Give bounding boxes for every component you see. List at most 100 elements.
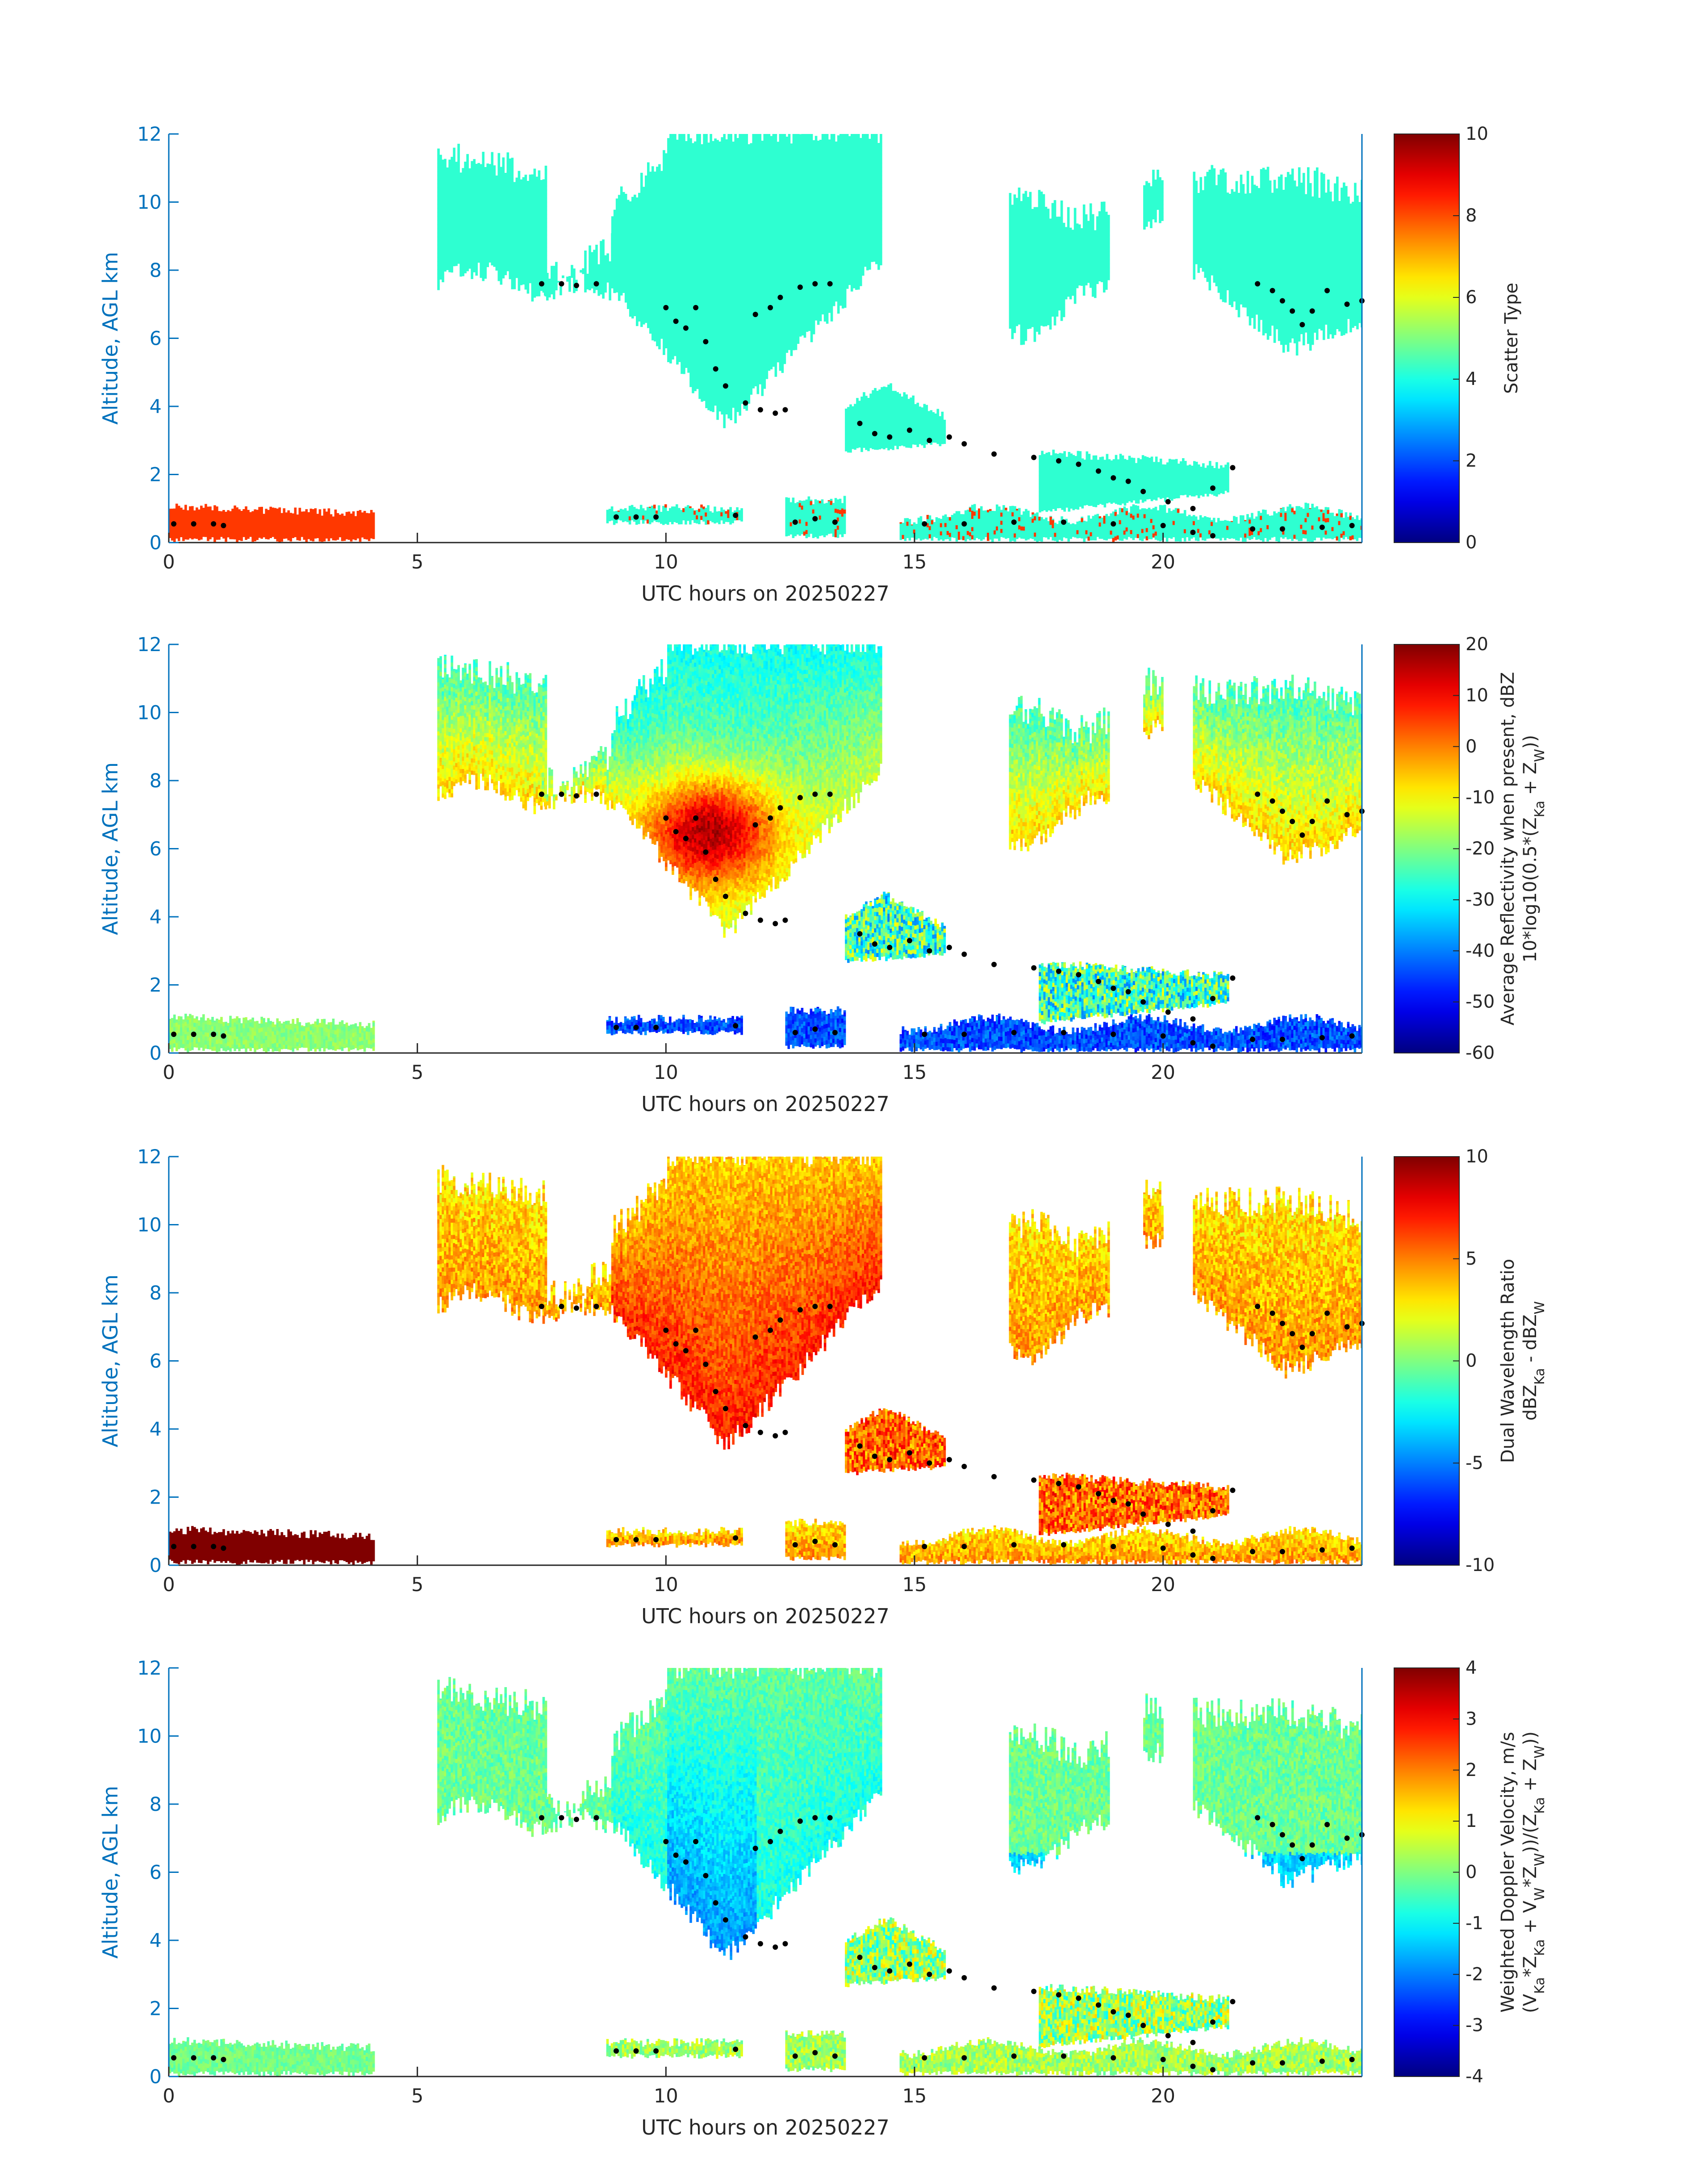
- boundary-point: [991, 1985, 997, 1991]
- y-tick-label: 6: [150, 838, 162, 861]
- boundary-point: [594, 1304, 599, 1309]
- boundary-point: [1096, 1491, 1101, 1496]
- boundary-point: [1280, 2060, 1285, 2066]
- boundary-point: [1349, 1033, 1355, 1039]
- boundary-point: [1111, 2055, 1116, 2060]
- boundary-point: [1280, 809, 1285, 814]
- boundary-point: [171, 521, 176, 526]
- boundary-point: [1031, 1989, 1036, 1994]
- boundary-point: [961, 1975, 967, 1981]
- boundary-point: [1011, 1030, 1017, 1035]
- y-tick-label: 6: [150, 328, 162, 350]
- boundary-point: [1165, 499, 1171, 505]
- boundary-point: [857, 931, 863, 936]
- colorbar-tick-label: -1: [1466, 1913, 1483, 1934]
- boundary-point: [211, 1032, 216, 1037]
- x-tick-label: 0: [163, 2085, 175, 2107]
- boundary-point: [927, 1972, 932, 1977]
- boundary-point: [812, 1304, 818, 1309]
- colorbar-gradient: [1394, 1157, 1459, 1565]
- boundary-point: [927, 438, 932, 443]
- boundary-point: [703, 1362, 708, 1367]
- boundary-point: [1076, 462, 1081, 467]
- boundary-point: [713, 1389, 718, 1394]
- boundary-point: [1345, 1324, 1350, 1329]
- boundary-point: [773, 921, 778, 926]
- heatmap-field: [169, 134, 1363, 542]
- boundary-point: [907, 938, 912, 943]
- x-tick-label: 20: [1151, 1574, 1175, 1596]
- boundary-point: [1096, 468, 1101, 474]
- x-tick-label: 0: [163, 551, 175, 573]
- colorbar-tick-label: -10: [1466, 787, 1495, 808]
- boundary-point: [221, 1546, 226, 1551]
- boundary-point: [221, 523, 226, 528]
- colorbar-label-line: Scatter Type: [1501, 283, 1522, 394]
- boundary-point: [673, 1341, 679, 1346]
- colorbar-tick-label: 0: [1466, 532, 1477, 553]
- boundary-point: [191, 1032, 196, 1037]
- boundary-point: [922, 1544, 927, 1549]
- boundary-point: [947, 435, 952, 440]
- boundary-point: [713, 1900, 718, 1905]
- boundary-point: [559, 281, 564, 287]
- boundary-point: [1165, 1010, 1171, 1015]
- boundary-point: [723, 1406, 728, 1411]
- boundary-point: [991, 962, 997, 967]
- colorbar-tick-label: 0: [1466, 1862, 1477, 1883]
- boundary-point: [812, 792, 818, 797]
- y-tick-label: 6: [150, 1862, 162, 1884]
- boundary-point: [559, 792, 564, 797]
- boundary-point: [703, 1873, 708, 1878]
- boundary-point: [1111, 1032, 1116, 1037]
- boundary-point: [1324, 1822, 1330, 1827]
- boundary-point: [1056, 969, 1061, 974]
- boundary-point: [1310, 309, 1315, 314]
- boundary-point: [663, 305, 668, 310]
- boundary-point: [743, 1934, 748, 1939]
- y-tick-label: 12: [137, 634, 162, 656]
- boundary-point: [1126, 1501, 1131, 1507]
- x-tick-label: 5: [411, 2085, 423, 2107]
- boundary-point: [1255, 281, 1260, 287]
- boundary-point: [713, 877, 718, 882]
- y-tick-label: 12: [137, 1146, 162, 1168]
- y-tick-label: 0: [150, 532, 162, 554]
- boundary-point: [753, 822, 758, 827]
- boundary-point: [758, 918, 763, 923]
- boundary-point: [634, 514, 639, 520]
- boundary-point: [673, 1852, 679, 1858]
- colorbar-tick-label: -5: [1466, 1453, 1483, 1473]
- boundary-point: [1290, 819, 1295, 824]
- boundary-point: [777, 1829, 783, 1834]
- boundary-point: [827, 1815, 833, 1821]
- boundary-point: [1061, 1030, 1066, 1035]
- boundary-point: [1250, 2060, 1255, 2066]
- boundary-point: [812, 1539, 818, 1544]
- boundary-point: [1320, 2059, 1325, 2064]
- boundary-point: [758, 407, 763, 413]
- boundary-point: [1165, 1522, 1171, 1527]
- boundary-point: [1250, 526, 1255, 532]
- boundary-point: [539, 792, 544, 797]
- boundary-point: [594, 1815, 599, 1821]
- boundary-point: [733, 1023, 738, 1028]
- boundary-point: [1250, 1549, 1255, 1554]
- boundary-point: [753, 312, 758, 317]
- boundary-point: [1299, 322, 1305, 327]
- boundary-point: [887, 1968, 892, 1974]
- boundary-point: [683, 326, 689, 331]
- boundary-point: [832, 1030, 838, 1035]
- colorbar-label-line: Weighted Doppler Velocity, m/s: [1498, 1732, 1518, 2013]
- colorbar-tick-label: 20: [1466, 634, 1488, 655]
- boundary-point: [927, 948, 932, 953]
- boundary-point: [673, 318, 679, 324]
- boundary-point: [1056, 458, 1061, 464]
- y-tick-label: 0: [150, 2066, 162, 2088]
- y-tick-label: 2: [150, 1487, 162, 1509]
- boundary-point: [812, 1027, 818, 1032]
- boundary-point: [743, 911, 748, 916]
- colorbar-tick-label: -50: [1466, 992, 1495, 1012]
